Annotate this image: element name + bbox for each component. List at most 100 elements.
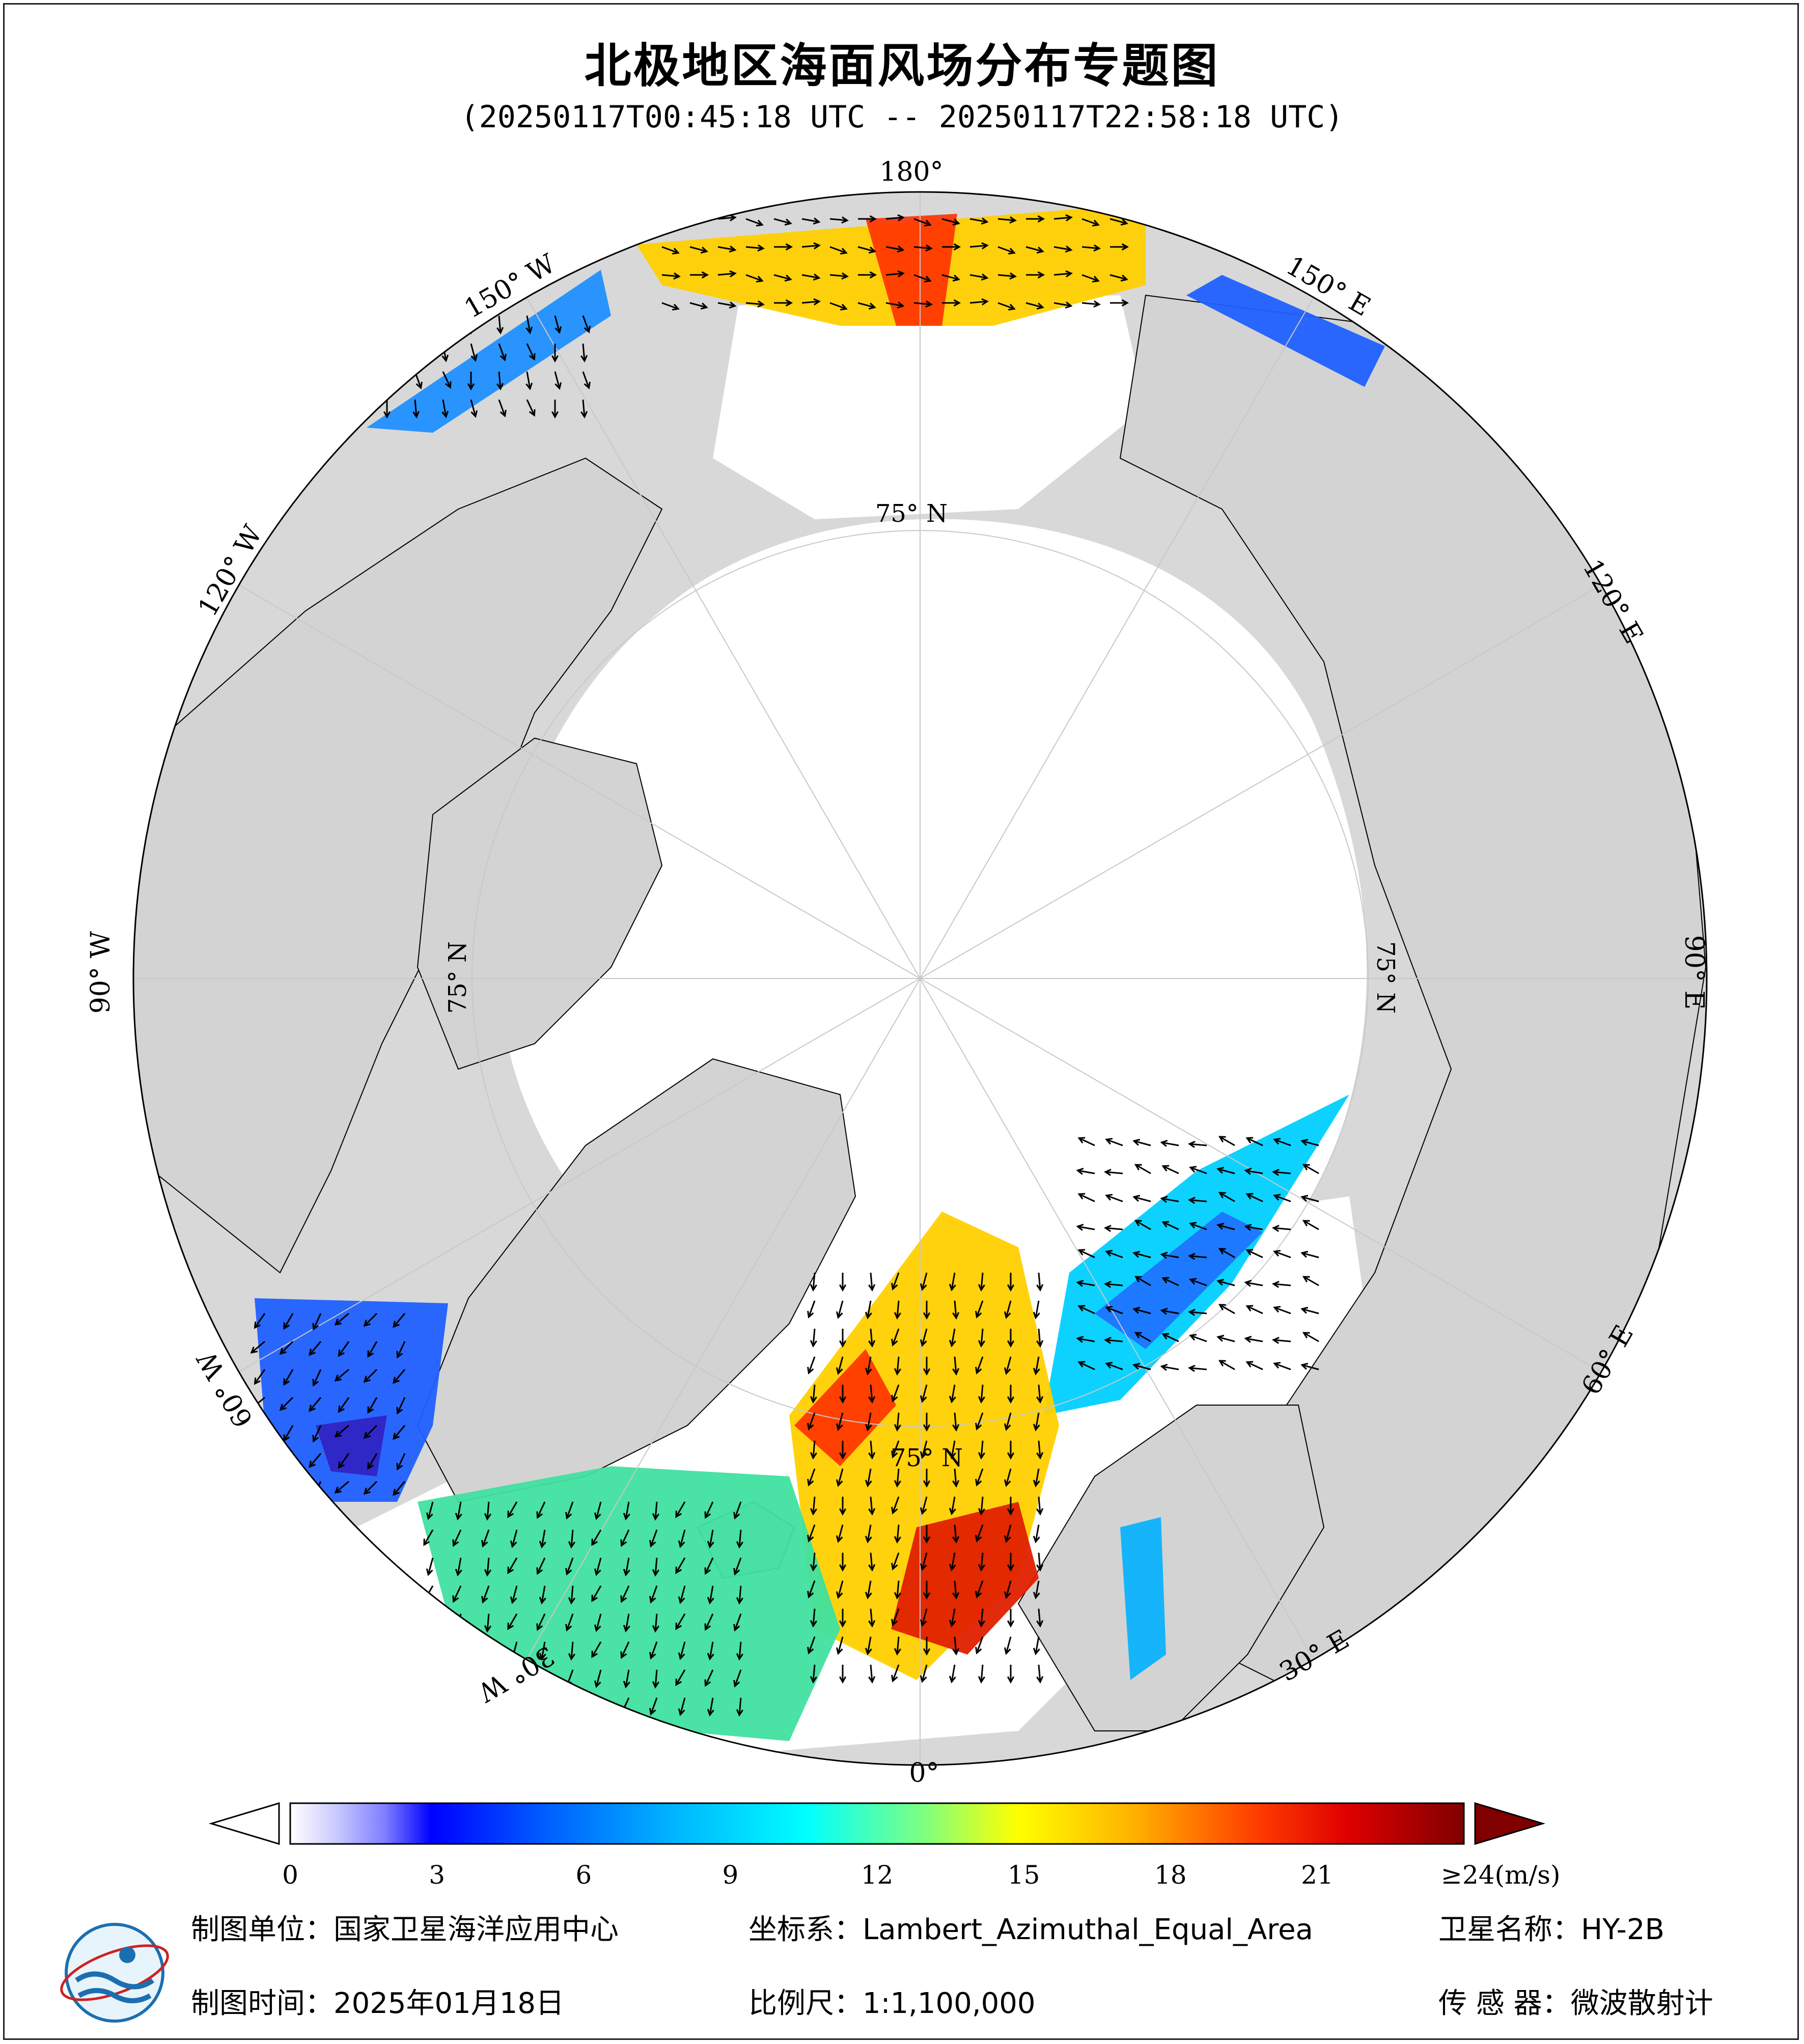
wind-vector [457, 1501, 462, 1519]
wind-vector [1246, 1249, 1263, 1258]
wind-vector-head [807, 1646, 814, 1655]
wind-vector-head [334, 1319, 342, 1326]
satellite-label: 卫星名称：HY-2B [1438, 1913, 1664, 1946]
wind-vector-head [1272, 1168, 1280, 1176]
wind-vector-head [952, 1312, 960, 1320]
wind-vector [808, 1580, 816, 1598]
wind-vector-head [1273, 1250, 1281, 1257]
wind-vector-head [757, 300, 765, 308]
colorbar-tick-label: 3 [429, 1860, 445, 1890]
wind-vector [951, 1440, 956, 1458]
wind-vector [507, 1613, 518, 1630]
wind-vector-head [452, 1707, 459, 1715]
wind-vector [679, 1641, 686, 1659]
wind-vector-head [338, 1461, 345, 1469]
wind-vector [650, 1585, 658, 1603]
wind-vector-head [1004, 1479, 1011, 1487]
wind-vector [1077, 1169, 1095, 1174]
wind-vector-head [426, 1624, 433, 1632]
wind-vector [1038, 1552, 1041, 1571]
wind-vector [980, 1664, 984, 1683]
wind-vector-head [678, 1652, 685, 1660]
wind-vector [309, 1397, 322, 1412]
wind-vector [1005, 1356, 1012, 1374]
wind-vector-head [1065, 214, 1073, 221]
wind-vector [1105, 1171, 1123, 1174]
wind-vector [892, 1440, 900, 1458]
wind-vector [397, 1397, 406, 1414]
wind-vector-head [1033, 1367, 1040, 1376]
wind-vector [734, 1557, 742, 1575]
wind-vector-head [551, 355, 559, 363]
wind-vector-head [807, 1534, 814, 1543]
wind-vector [1105, 1283, 1123, 1286]
wind-vector-head [949, 1619, 956, 1628]
wind-vector [526, 371, 531, 389]
wind-vector [954, 1468, 957, 1487]
wind-vector [507, 1501, 518, 1518]
wind-vector [1133, 1140, 1151, 1146]
wind-vector [870, 1328, 873, 1347]
wind-vector [595, 1669, 602, 1687]
wind-vector [705, 1613, 714, 1630]
sensor-label: 传 感 器：微波散射计 [1438, 1987, 1713, 2020]
wind-vector-head [1004, 1311, 1011, 1319]
wind-vector [1273, 1171, 1291, 1174]
wind-vector [1246, 1137, 1263, 1146]
wind-vector [738, 1641, 742, 1660]
wind-vector-head [445, 381, 452, 389]
wind-vector-head [952, 274, 960, 282]
wind-swath-baltic [1120, 1517, 1166, 1680]
wind-vector [1106, 1194, 1123, 1202]
wind-vector [812, 1328, 816, 1347]
wind-vector-head [981, 242, 989, 249]
wind-vector-head [584, 325, 591, 333]
scandinavia-land [1017, 1405, 1325, 1731]
wind-vector [526, 399, 535, 416]
wind-vector-head [1007, 1564, 1015, 1572]
wind-vector-head [484, 1625, 491, 1633]
wind-vector-head [1218, 1248, 1226, 1255]
wind-vector-head [736, 1597, 743, 1605]
wind-vector-head [868, 246, 876, 254]
wind-vector [954, 1412, 957, 1431]
wind-vector-head [920, 1451, 927, 1459]
wind-vector [423, 1697, 434, 1714]
wind-vector-head [254, 1489, 261, 1497]
wind-vector [507, 1557, 518, 1574]
wind-vector [896, 1636, 900, 1655]
wind-vector-head [423, 1594, 430, 1603]
wind-vector [482, 1641, 490, 1659]
wind-vector [442, 371, 451, 388]
wind-vector [921, 1552, 928, 1570]
wind-vector [709, 1697, 714, 1715]
wind-vector-head [1189, 1334, 1197, 1341]
wind-vector [442, 399, 447, 417]
wind-vector [335, 1424, 349, 1438]
wind-vector [1219, 1304, 1235, 1314]
wind-vector-head [678, 1540, 685, 1548]
wind-vector-head [975, 1646, 982, 1655]
wind-vector [896, 1524, 900, 1543]
wind-vector-head [1104, 1168, 1112, 1176]
wind-vector-head [1065, 270, 1073, 277]
wind-vector [870, 1384, 873, 1403]
wind-vector-head [1216, 1334, 1225, 1342]
colorbar-tick-label: 12 [861, 1860, 894, 1890]
wind-vector [976, 1524, 984, 1542]
wind-vector [1038, 1664, 1041, 1683]
wind-vector-head [529, 409, 536, 417]
wind-vector [486, 1501, 490, 1520]
wind-vector-head [1300, 1138, 1309, 1146]
wind-vector [1106, 1306, 1123, 1314]
time-range-subtitle: (20250117T00:45:18 UTC -- 20250117T22:58… [460, 99, 1344, 135]
wind-vector [1301, 1196, 1319, 1202]
wind-vector-head [1105, 1306, 1113, 1313]
colorbar-over-arrow [1474, 1802, 1546, 1845]
wind-vector [867, 1300, 872, 1318]
wind-vector-head [568, 1653, 575, 1661]
wind-vector-head [784, 218, 792, 226]
wind-vector-head [529, 353, 536, 361]
wind-vector-head [496, 327, 504, 334]
wind-vector-head [1189, 1278, 1197, 1285]
